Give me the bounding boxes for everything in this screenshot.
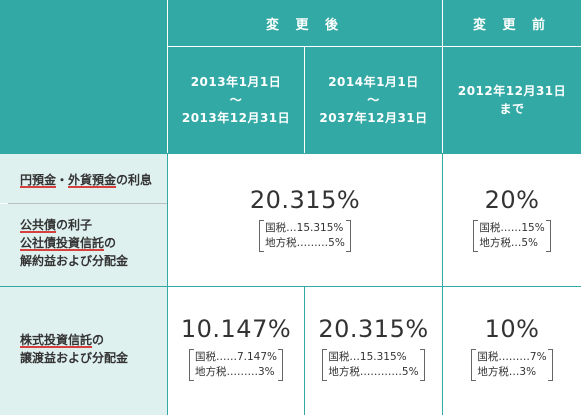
row1-before-rate: 20% bbox=[484, 186, 540, 214]
header-period-2014-2037: 2014年1月1日 ～ 2037年12月31日 bbox=[305, 47, 442, 153]
row2-period2-rate: 20.315% bbox=[318, 315, 429, 343]
grid-line bbox=[442, 0, 443, 153]
row2-before-rate: 10% bbox=[484, 315, 540, 343]
header-period-2012: 2012年12月31日 まで bbox=[443, 47, 581, 153]
row2-before-tax-breakdown: 国税………7% 地方税…3% bbox=[471, 349, 553, 381]
row1-before-tax-breakdown: 国税……15% 地方税…5% bbox=[473, 220, 552, 252]
row1-after-cell: 20.315% 国税…15.315% 地方税………5% bbox=[168, 154, 442, 286]
grid-line bbox=[0, 286, 581, 287]
header-period-2013: 2013年1月1日 ～ 2013年12月31日 bbox=[168, 47, 304, 153]
row1-after-tax-breakdown: 国税…15.315% 地方税………5% bbox=[259, 220, 351, 252]
grid-line bbox=[442, 154, 443, 415]
row2-period1-tax-breakdown: 国税……7.147% 地方税………3% bbox=[188, 349, 284, 381]
grid-line bbox=[168, 46, 581, 47]
grid-line bbox=[304, 47, 305, 153]
grid-line bbox=[167, 154, 168, 415]
header-before: 変 更 前 bbox=[443, 0, 581, 46]
grid-line bbox=[304, 287, 305, 415]
header-corner bbox=[0, 0, 167, 153]
row1-label-a: 円預金・外貨預金の利息 bbox=[0, 154, 167, 203]
row2-period2-cell: 20.315% 国税…15.315% 地方税…………5% bbox=[305, 287, 442, 415]
row1-before-cell: 20% 国税……15% 地方税…5% bbox=[443, 154, 581, 286]
grid-line bbox=[167, 0, 168, 153]
row2-before-cell: 10% 国税………7% 地方税…3% bbox=[443, 287, 581, 415]
grid-line bbox=[0, 153, 581, 154]
header-after: 変 更 後 bbox=[168, 0, 442, 46]
row2-label: 株式投資信託の 譲渡益および分配金 bbox=[0, 287, 167, 415]
row2-period2-tax-breakdown: 国税…15.315% 地方税…………5% bbox=[322, 349, 425, 381]
row2-period1-rate: 10.147% bbox=[180, 315, 292, 343]
row1-after-rate: 20.315% bbox=[249, 186, 361, 214]
row2-period1-cell: 10.147% 国税……7.147% 地方税………3% bbox=[168, 287, 304, 415]
row1-label-b: 公共債の利子 公社債投資信託の 解約益および分配金 bbox=[0, 204, 167, 286]
